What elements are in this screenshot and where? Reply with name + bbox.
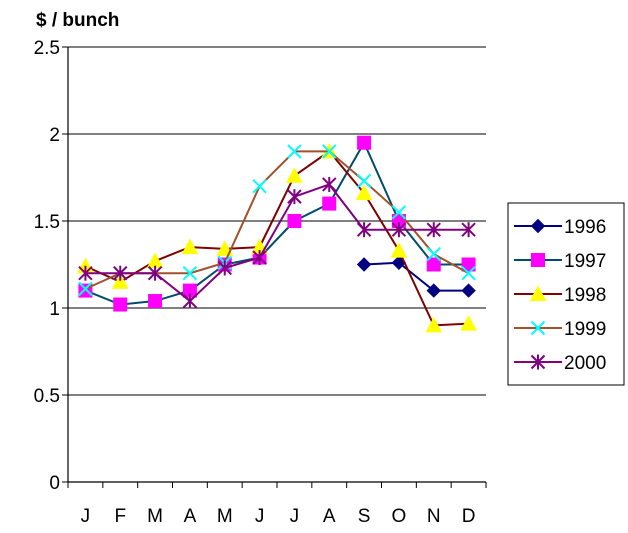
data-point (252, 178, 267, 194)
data-point (147, 265, 163, 281)
axes (67, 47, 486, 483)
data-point (461, 283, 476, 298)
series-line (85, 140, 469, 306)
x-tick-label: J (255, 506, 265, 527)
y-tick-label: 0.5 (34, 386, 60, 407)
x-tick-label: A (184, 506, 197, 527)
data-point (146, 252, 164, 269)
data-point (113, 265, 128, 281)
legend-label: 1998 (564, 285, 606, 306)
series-line (85, 183, 469, 303)
x-tick-label: M (147, 506, 163, 527)
x-tick-label: J (290, 506, 300, 527)
series-1996 (356, 255, 476, 298)
data-point (78, 265, 93, 281)
legend-label: 2000 (564, 353, 606, 374)
legend-label: 1996 (564, 217, 606, 238)
x-tick-label: J (81, 506, 91, 527)
data-point (425, 316, 443, 333)
y-tick-label: 2.5 (34, 38, 60, 59)
y-tick-label: 0 (49, 473, 60, 494)
data-point (182, 293, 198, 309)
x-tick-label: F (114, 506, 126, 527)
data-point (322, 196, 337, 211)
series-group (77, 135, 477, 333)
y-tick-label: 1.5 (34, 212, 60, 233)
data-point (356, 222, 372, 238)
x-tick-label: M (217, 506, 233, 527)
data-point (530, 218, 546, 234)
data-point (182, 265, 198, 281)
data-point (113, 297, 128, 312)
data-point (426, 257, 441, 272)
x-tick-label: O (392, 506, 407, 527)
x-tick-label: S (358, 506, 371, 527)
data-point (78, 281, 93, 297)
data-point (356, 257, 372, 272)
x-tick-label: N (427, 506, 441, 527)
data-point (322, 176, 337, 192)
data-point (252, 250, 267, 266)
y-axis-ticks: 0 0.5 1 1.5 2 2.5 (34, 38, 68, 494)
data-point (460, 315, 477, 331)
x-tick-label: D (462, 506, 476, 527)
data-point (357, 135, 372, 150)
data-point (461, 265, 476, 281)
legend: 1996 1997 1998 1999 2000 (507, 202, 625, 386)
data-point (530, 354, 546, 370)
data-point (322, 144, 337, 159)
data-point (356, 173, 372, 189)
data-point (217, 260, 232, 276)
legend-label: 1997 (564, 251, 606, 272)
data-point (461, 222, 476, 238)
series-line (364, 261, 469, 292)
data-point (391, 222, 407, 238)
data-point (530, 320, 546, 336)
data-point (287, 144, 302, 159)
data-point (111, 273, 129, 289)
legend-item-1999: 1999 (514, 319, 606, 340)
data-point (287, 214, 302, 228)
data-point (529, 285, 547, 301)
data-point (216, 240, 234, 256)
data-point (426, 246, 441, 262)
data-point (287, 189, 302, 205)
data-point (391, 205, 407, 220)
data-point (426, 222, 441, 238)
legend-item-1998: 1998 (514, 285, 606, 306)
data-point (390, 242, 408, 258)
legend-item-1997: 1997 (514, 251, 606, 272)
data-point (461, 257, 476, 272)
y-axis-title: $ / bunch (36, 10, 119, 31)
x-tick-label: A (323, 506, 336, 527)
data-point (531, 253, 545, 267)
data-point (286, 167, 303, 183)
data-point (426, 283, 441, 298)
series-1998 (77, 142, 477, 333)
gridlines (68, 46, 486, 396)
y-tick-label: 1 (49, 299, 60, 320)
series-2000 (78, 176, 476, 309)
data-point (181, 238, 199, 255)
data-point (355, 184, 373, 201)
data-point (148, 294, 163, 309)
y-tick-label: 2 (49, 125, 60, 146)
legend-label: 1999 (564, 319, 606, 340)
legend-item-1996: 1996 (514, 217, 606, 238)
legend-item-2000: 2000 (514, 353, 606, 374)
